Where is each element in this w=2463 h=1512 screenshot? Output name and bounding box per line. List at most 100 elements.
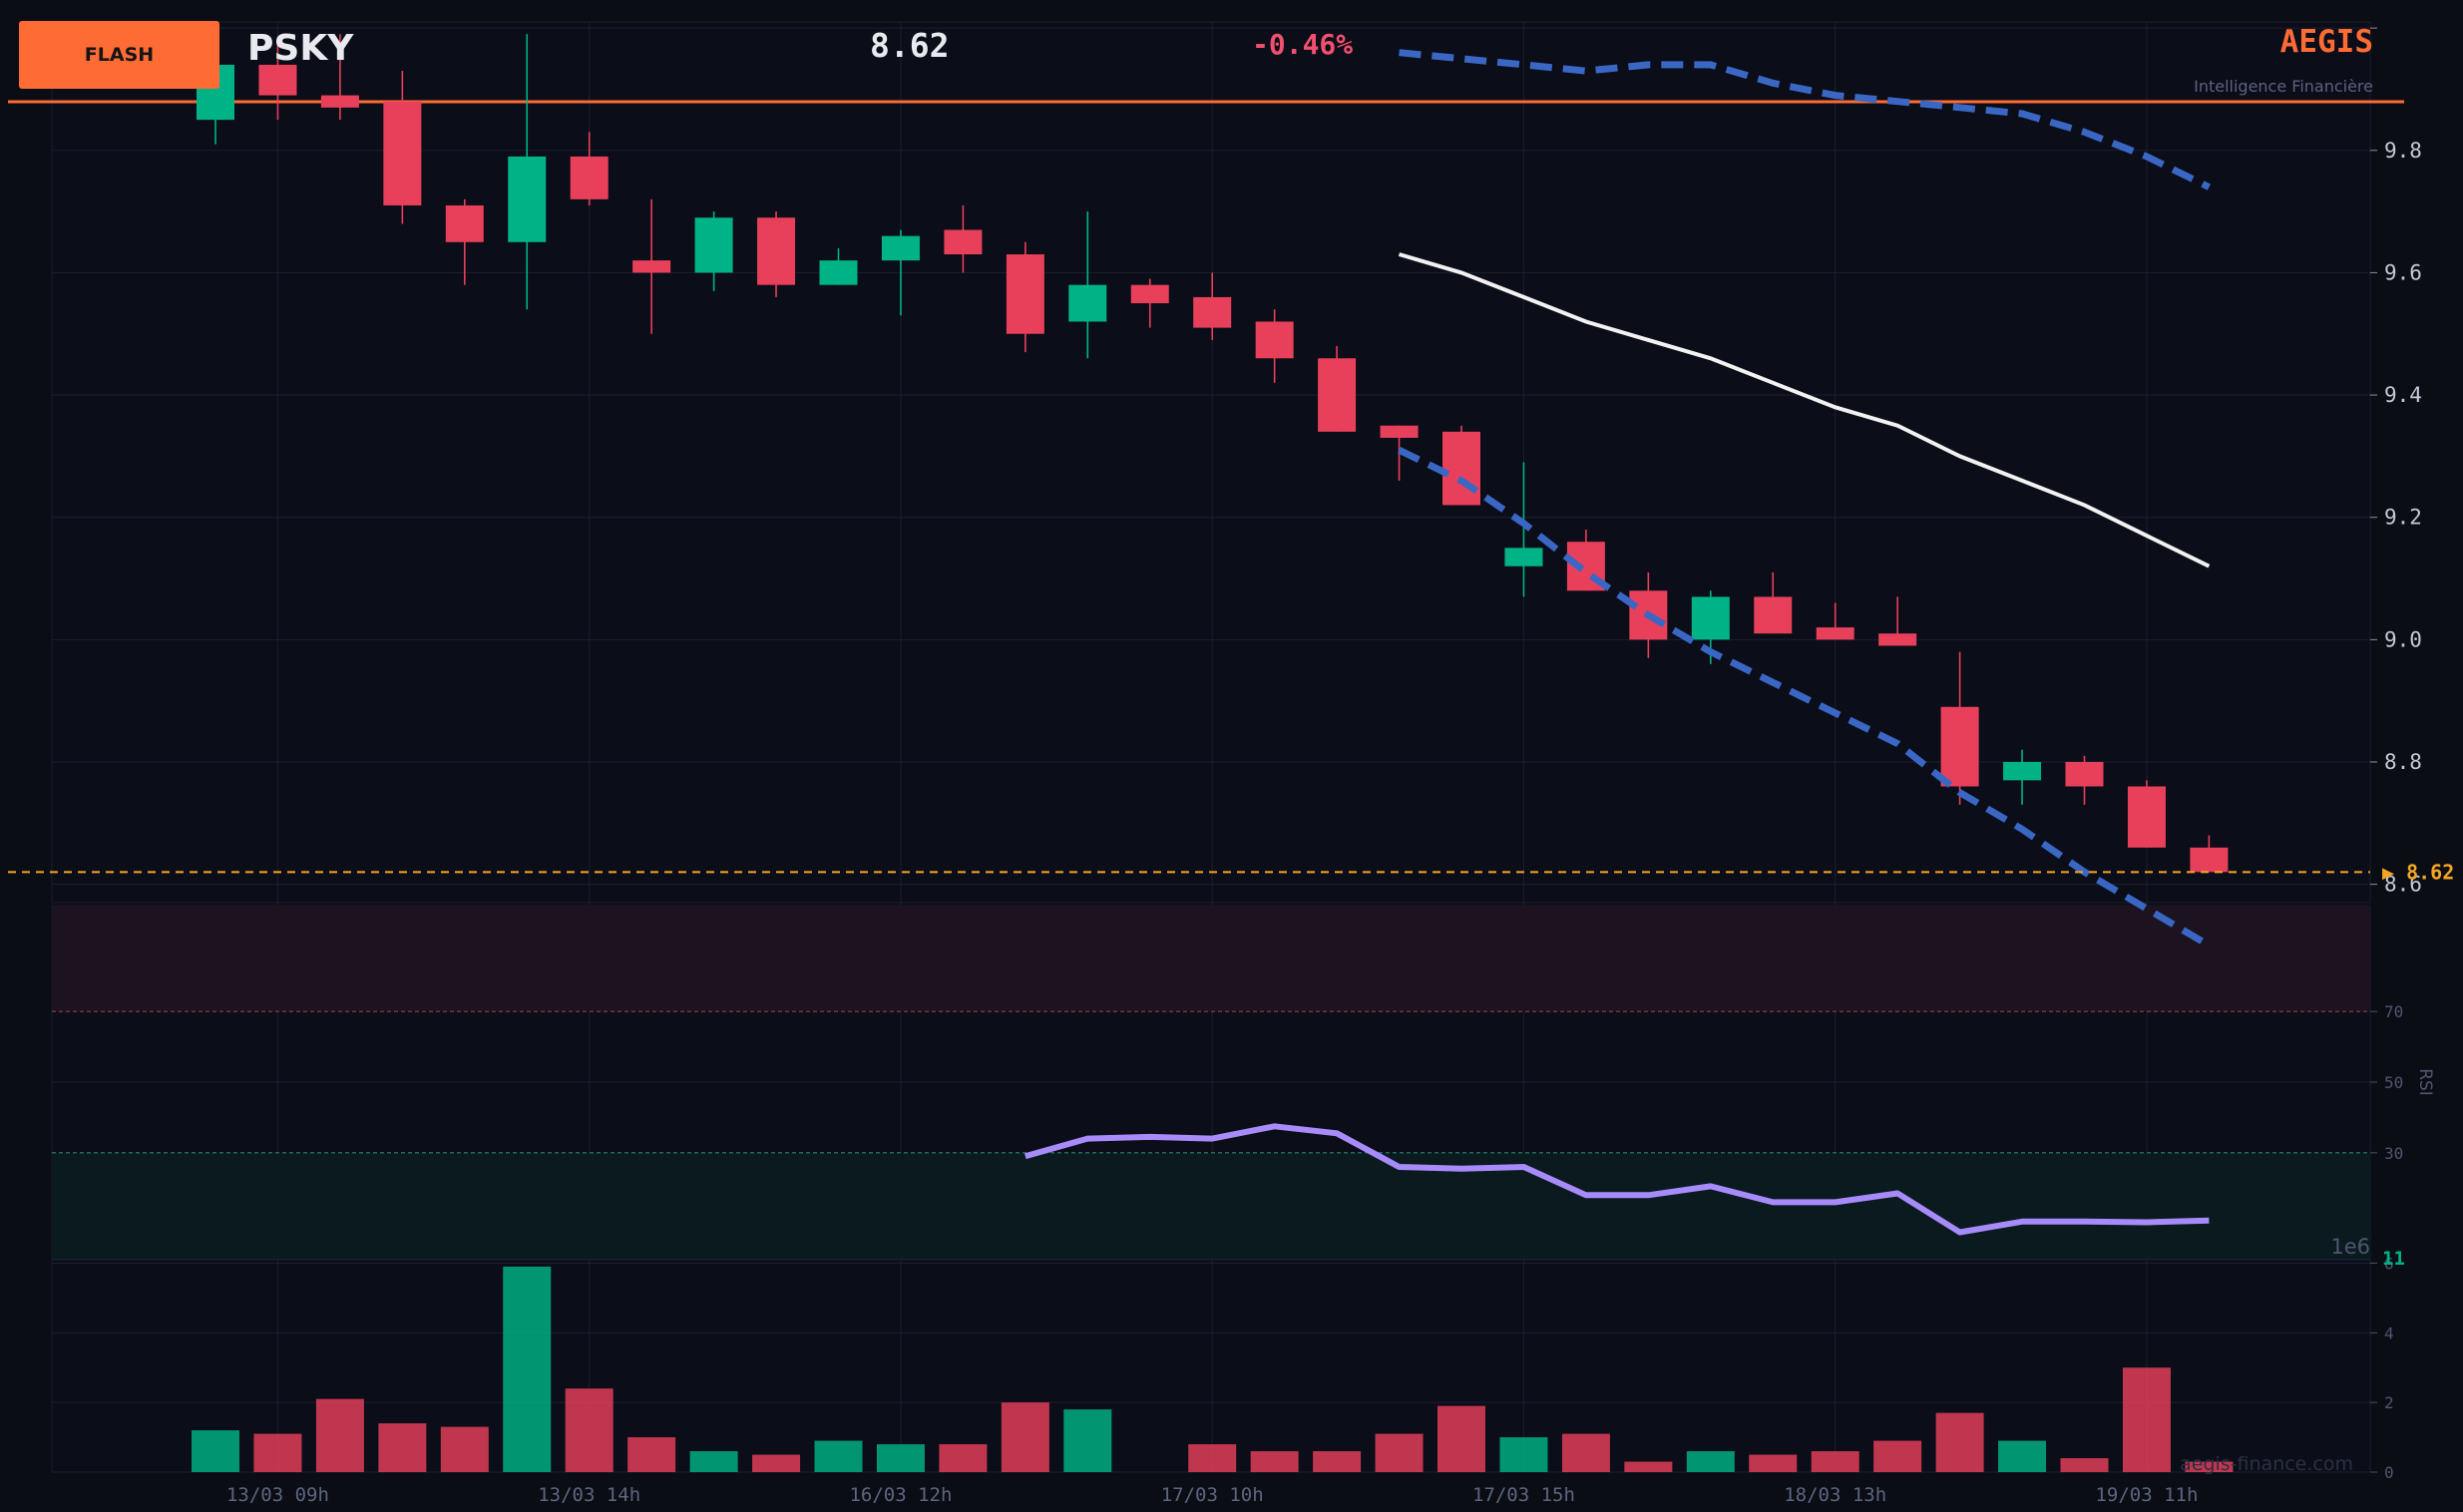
price-panel	[51, 21, 2371, 904]
rsi-tick-label: 30	[2384, 1144, 2403, 1163]
volume-tick-label: 6	[2384, 1254, 2394, 1273]
candle-down	[1255, 321, 1294, 359]
volume-bar	[814, 1440, 863, 1472]
time-tick-label: 13/03 14h	[538, 1484, 640, 1506]
candle-down	[1318, 358, 1357, 432]
time-tick-label: 17/03 15h	[1472, 1484, 1575, 1506]
candle-down	[445, 204, 484, 242]
rsi-series	[1024, 1123, 2210, 1236]
volume-bar	[1686, 1451, 1735, 1472]
candle-down	[1816, 627, 1854, 640]
volume-bar	[1998, 1440, 2047, 1472]
volume-bar	[939, 1444, 988, 1472]
rsi-tick-label: 50	[2384, 1073, 2403, 1092]
ma-fast-upper-line	[1399, 49, 2211, 190]
volume-bar	[1935, 1412, 1984, 1472]
volume-bar	[2185, 1461, 2234, 1472]
price-tick-label: 9.4	[2384, 383, 2422, 407]
candle-up	[694, 217, 733, 273]
rsi-tick-label: 70	[2384, 1002, 2403, 1021]
watermark: aegis-finance.com	[2180, 1453, 2353, 1475]
volume-scale-label: 1e6	[2330, 1235, 2370, 1259]
volume-bars	[192, 1266, 2234, 1472]
volume-tick-label: 0	[2384, 1463, 2394, 1482]
candle-down	[2190, 847, 2229, 873]
price-tick-label: 9.0	[2384, 627, 2422, 651]
ma-slow-line	[1398, 252, 2211, 568]
candle-down	[258, 64, 297, 96]
volume-bar	[1188, 1444, 1237, 1472]
volume-bar	[440, 1426, 489, 1472]
candle-down	[1380, 425, 1419, 438]
candle-up	[819, 260, 858, 285]
volume-bar	[752, 1454, 801, 1472]
volume-bar	[1250, 1451, 1299, 1472]
volume-bar	[1437, 1405, 1485, 1472]
volume-bar	[2060, 1458, 2109, 1472]
candle-up	[508, 156, 547, 242]
candle-down	[320, 95, 359, 108]
flash-badge: FLASH	[19, 21, 219, 89]
candle-down	[2127, 786, 2166, 848]
candle-down	[944, 229, 983, 255]
price-tick-label: 8.8	[2384, 750, 2422, 774]
candle-down	[1193, 296, 1232, 328]
candle-up	[1691, 596, 1730, 640]
price-tick-label: 9.2	[2384, 506, 2422, 530]
candle-up	[2003, 761, 2042, 781]
volume-bar	[1749, 1454, 1798, 1472]
candle-up	[881, 235, 920, 261]
candle-down	[1006, 254, 1044, 334]
volume-panel	[51, 1259, 2371, 1473]
volume-bar	[192, 1430, 239, 1472]
last-price-label: ▶ 8.62	[2382, 860, 2454, 884]
candle-up	[1068, 284, 1107, 322]
volume-bar	[1313, 1451, 1362, 1472]
volume-bar	[378, 1423, 427, 1472]
rsi-line	[1024, 1123, 2210, 1236]
candle-down	[632, 260, 671, 273]
candle-up	[1504, 548, 1543, 567]
moving-averages	[8, 49, 2370, 948]
price-tick-label: 8.6	[2384, 873, 2422, 897]
volume-bar	[1624, 1461, 1673, 1472]
volume-bar	[1561, 1433, 1610, 1472]
volume-bar	[1063, 1409, 1112, 1472]
time-tick-label: 17/03 10h	[1161, 1484, 1264, 1506]
rsi-axis-label: RSI	[2415, 1068, 2435, 1096]
candle-down	[383, 101, 422, 205]
candle-down	[570, 156, 609, 199]
candle-down	[2065, 761, 2104, 787]
brand-subtitle: Intelligence Financière	[2194, 77, 2373, 96]
volume-bar	[1873, 1440, 1922, 1472]
candle-down	[1878, 633, 1917, 646]
price-change: -0.46%	[1252, 28, 1354, 61]
time-tick-label: 18/03 13h	[1784, 1484, 1886, 1506]
volume-bar	[1375, 1433, 1424, 1472]
axes: 9.8 9.6 9.4 9.2 9.0 8.8 8.6 13/03 09h 13/03 14h 1…	[226, 27, 2454, 1506]
price-tick-label: 9.6	[2384, 260, 2422, 284]
volume-bar	[689, 1451, 738, 1472]
candle-down	[1130, 284, 1169, 304]
volume-bar	[876, 1444, 925, 1472]
volume-tick-label: 2	[2384, 1393, 2394, 1412]
time-tick-label: 13/03 09h	[226, 1484, 329, 1506]
volume-bar	[315, 1398, 364, 1472]
candle-down	[1442, 431, 1480, 506]
volume-bar	[565, 1388, 614, 1472]
price-tick-label: 9.8	[2384, 139, 2422, 163]
time-tick-label: 16/03 12h	[849, 1484, 952, 1506]
volume-bar	[1001, 1402, 1049, 1472]
candle-down	[1754, 596, 1793, 634]
volume-bar	[627, 1437, 676, 1472]
rsi-overbought-zone	[52, 906, 2370, 1012]
rsi-oversold-zone	[52, 1152, 2370, 1259]
volume-bar	[503, 1266, 552, 1472]
volume-tick-label: 4	[2384, 1323, 2394, 1342]
ticker-symbol: PSKY	[247, 28, 354, 69]
rsi-bands	[52, 906, 2370, 1259]
ma-fast-line	[1397, 447, 2212, 948]
time-tick-label: 19/03 11h	[2095, 1484, 2198, 1506]
volume-bar	[1499, 1437, 1548, 1472]
